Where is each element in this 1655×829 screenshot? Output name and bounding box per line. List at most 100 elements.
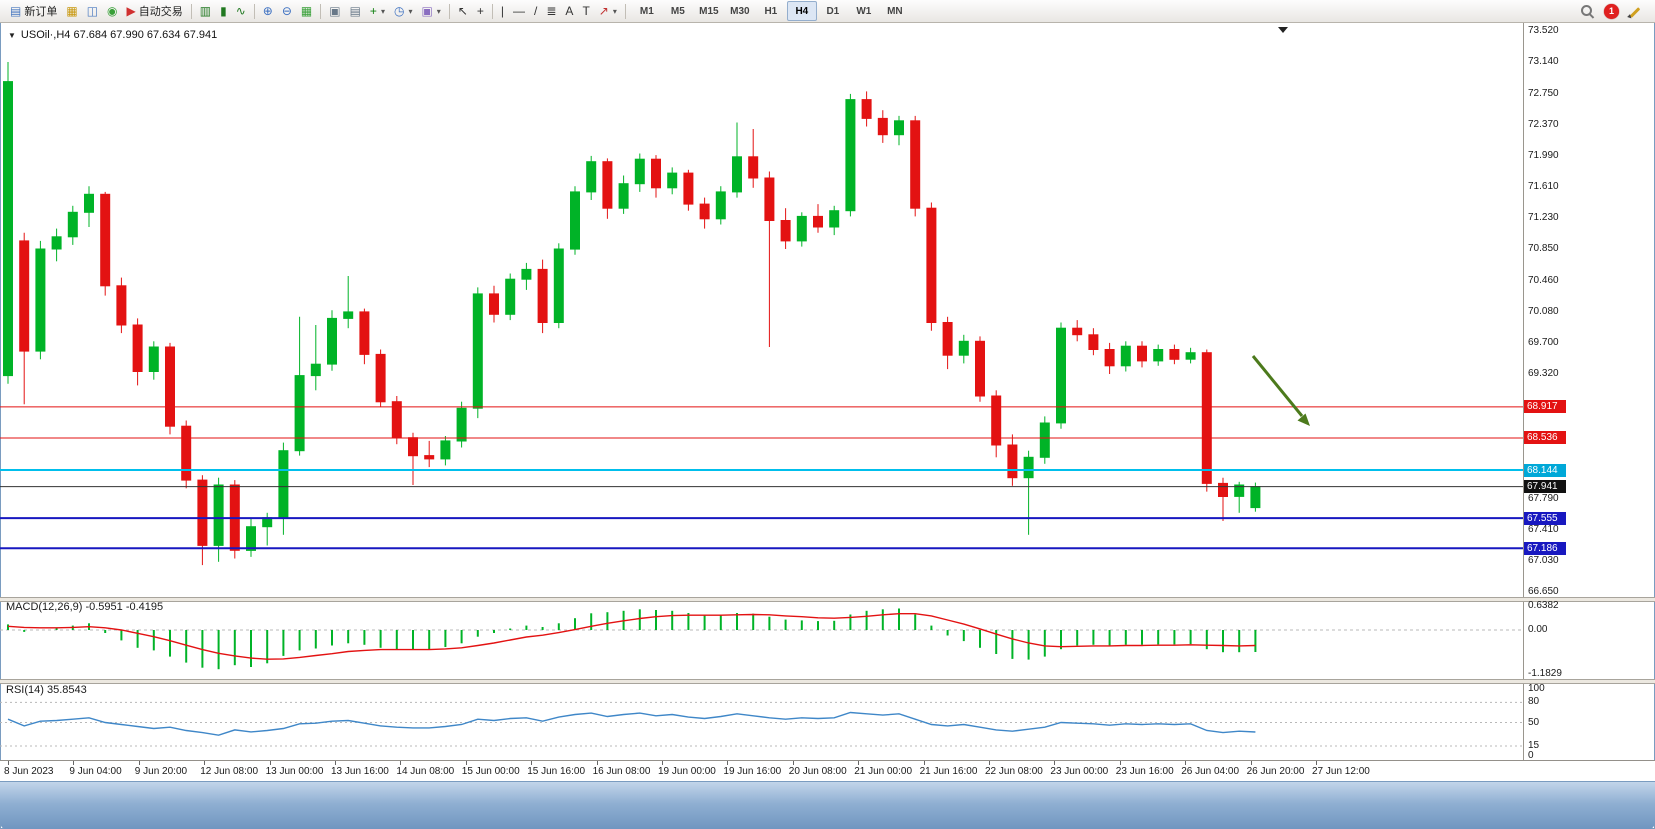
- line-chart-button[interactable]: ∿: [232, 1, 250, 22]
- edit-pencil-icon[interactable]: [1628, 4, 1643, 19]
- horizontal-line-button[interactable]: —: [509, 1, 529, 22]
- candle: [634, 153, 645, 192]
- timeframe-m5[interactable]: M5: [670, 5, 685, 17]
- templates-button[interactable]: ▣ ▾: [417, 1, 444, 22]
- time-label: 14 Jun 08:00: [396, 766, 455, 777]
- refresh-button[interactable]: ◉: [103, 1, 121, 22]
- rsi-line: [7, 711, 1256, 736]
- candle: [1088, 328, 1099, 356]
- chevron-down-icon[interactable]: ▾: [380, 6, 385, 16]
- candle: [926, 202, 937, 331]
- time-label: 23 Jun 16:00: [1115, 766, 1174, 777]
- charts-button[interactable]: ▦: [62, 1, 81, 22]
- notification-badge[interactable]: 1: [1604, 3, 1619, 19]
- price-axis-tick: 71.610: [1528, 181, 1559, 192]
- horizontal-line-icon: —: [513, 4, 526, 18]
- candle: [570, 186, 580, 255]
- tile-windows-icon: ▦: [300, 4, 313, 18]
- trendline-button[interactable]: /: [530, 1, 541, 22]
- timeframe-m1[interactable]: M1: [639, 5, 654, 17]
- new-order-button[interactable]: ▤ 新订单: [6, 1, 61, 22]
- autotrading-button-label: 自动交易: [138, 6, 183, 18]
- timeframe-w1[interactable]: W1: [856, 5, 872, 17]
- chevron-down-icon[interactable]: ▾: [436, 6, 441, 16]
- candle: [683, 169, 694, 211]
- template-icon: ▣: [421, 4, 433, 18]
- zoom-out-button[interactable]: ⊖: [278, 1, 296, 22]
- candle: [1169, 344, 1180, 365]
- time-label: 8 Jun 2023: [4, 766, 54, 777]
- bar-chart-button[interactable]: ▥: [196, 1, 215, 22]
- timeframe-m15[interactable]: M15: [699, 5, 719, 17]
- timeframe-h1[interactable]: H1: [764, 5, 778, 17]
- time-tick: [1250, 761, 1252, 765]
- clock-icon: ◷: [393, 4, 405, 18]
- autotrading-button[interactable]: ▶ 自动交易: [123, 1, 187, 22]
- line-chart-icon: ∿: [235, 4, 246, 18]
- vertical-line-button[interactable]: |: [497, 1, 508, 22]
- price-axis-tick: 70.460: [1528, 275, 1559, 286]
- price-axis-tick: 71.990: [1528, 150, 1559, 161]
- rsi-panel[interactable]: [0, 682, 1523, 759]
- timeframe-d1[interactable]: D1: [826, 5, 840, 17]
- time-tick: [204, 761, 206, 765]
- time-label: 26 Jun 20:00: [1246, 766, 1305, 777]
- macd-axis-tick: -1.1829: [1528, 668, 1562, 679]
- chevron-down-icon[interactable]: ▾: [612, 6, 617, 16]
- candle: [132, 318, 143, 386]
- cursor-icon: ↖: [457, 4, 468, 18]
- periods-button[interactable]: ◷ ▾: [390, 1, 417, 22]
- time-label: 9 Jun 04:00: [69, 766, 122, 777]
- crosshair-button[interactable]: +: [473, 1, 488, 22]
- chart-shift-button[interactable]: ▤: [346, 1, 365, 22]
- time-label: 15 Jun 16:00: [527, 766, 586, 777]
- text-button[interactable]: A: [561, 1, 577, 22]
- time-label: 21 Jun 16:00: [919, 766, 978, 777]
- candle: [35, 240, 46, 360]
- chart-shift-marker-icon[interactable]: [1278, 27, 1288, 33]
- chevron-down-icon[interactable]: ▾: [408, 6, 413, 16]
- cursor-button[interactable]: ↖: [454, 1, 472, 22]
- candlestick-chart-button[interactable]: ▮: [216, 1, 231, 22]
- timeframe-m30[interactable]: M30: [730, 5, 750, 17]
- candle: [732, 122, 742, 198]
- candle: [910, 115, 921, 217]
- text-label-button[interactable]: T: [578, 1, 593, 22]
- candle: [391, 396, 402, 445]
- tile-windows-button[interactable]: ▦: [297, 1, 316, 22]
- indicators-button[interactable]: + ▾: [366, 1, 389, 22]
- candle: [456, 401, 467, 448]
- time-label: 19 Jun 00:00: [658, 766, 716, 777]
- candle: [116, 277, 127, 334]
- chart-menu-triangle-icon[interactable]: ▼: [8, 30, 16, 40]
- fibonacci-button[interactable]: ≣: [542, 1, 560, 22]
- add-indicator-icon: +: [369, 4, 377, 18]
- trend-arrow-annotation[interactable]: [1251, 355, 1310, 426]
- time-tick: [662, 761, 663, 765]
- candle: [1120, 341, 1131, 372]
- candle: [3, 62, 13, 384]
- panel-splitter[interactable]: [0, 597, 1655, 602]
- shapes-button[interactable]: ↗ ▾: [595, 1, 621, 22]
- time-label: 21 Jun 00:00: [854, 766, 913, 777]
- crosshair-icon: +: [476, 4, 484, 18]
- toolbar-right: 1: [1580, 3, 1649, 19]
- time-label: 12 Jun 08:00: [200, 766, 259, 777]
- price-axis-tick: 73.140: [1528, 56, 1559, 67]
- macd-panel[interactable]: [0, 600, 1523, 679]
- search-icon[interactable]: [1580, 4, 1595, 19]
- toolbar-separator: [448, 3, 450, 19]
- profiles-button[interactable]: ◫: [83, 1, 102, 22]
- rsi-axis-tick: 80: [1528, 696, 1540, 707]
- main-price-chart[interactable]: [0, 23, 1523, 597]
- candle: [537, 259, 548, 334]
- time-tick: [465, 761, 467, 765]
- candle: [1007, 434, 1018, 486]
- timeframe-h4[interactable]: H4: [786, 1, 817, 21]
- timeframe-mn[interactable]: MN: [887, 5, 903, 17]
- zoom-in-button[interactable]: ⊕: [259, 1, 277, 22]
- panel-splitter[interactable]: [0, 679, 1655, 684]
- time-axis[interactable]: 8 Jun 2023 9 Jun 04:00 9 Jun 20:00 12 Jun 0…: [0, 760, 1655, 781]
- auto-arrange-button[interactable]: ▣: [325, 1, 344, 22]
- candle: [375, 349, 386, 407]
